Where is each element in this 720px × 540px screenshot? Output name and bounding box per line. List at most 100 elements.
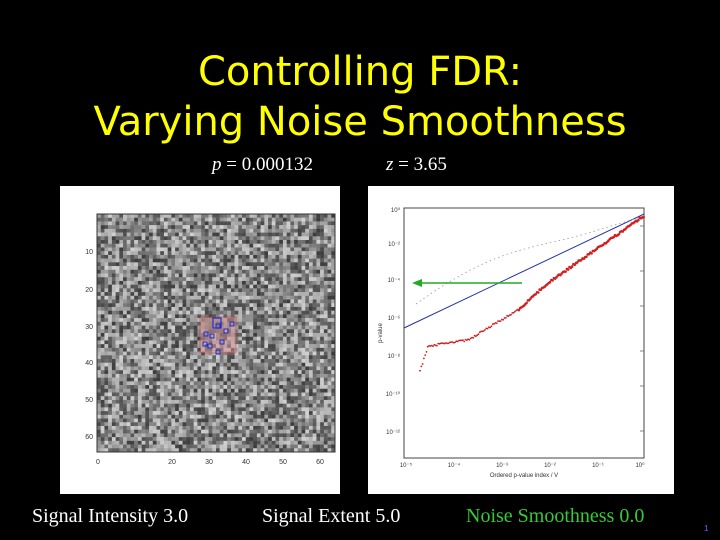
noise-pixel	[119, 329, 124, 334]
noise-pixel	[134, 340, 139, 345]
noise-pixel	[320, 448, 325, 453]
noise-pixel	[137, 396, 142, 401]
noise-pixel	[290, 214, 295, 218]
noise-pixel	[167, 299, 172, 304]
noise-pixel	[245, 407, 250, 412]
noise-pixel	[279, 299, 284, 304]
noise-pixel	[312, 277, 317, 282]
noise-pixel	[279, 351, 284, 356]
pvalue-point	[514, 310, 516, 313]
noise-pixel	[163, 377, 168, 382]
noise-pixel	[282, 318, 287, 323]
noise-pixel	[186, 440, 191, 445]
noise-pixel	[238, 437, 243, 442]
noise-pixel	[282, 403, 287, 408]
noise-pixel	[167, 377, 172, 382]
noise-pixel	[282, 284, 287, 289]
noise-pixel	[123, 266, 127, 270]
noise-pixel	[111, 425, 116, 430]
noise-pixel	[256, 329, 261, 334]
noise-pixel	[182, 284, 187, 289]
noise-pixel	[160, 266, 165, 270]
noise-pixel	[249, 314, 254, 319]
noise-pixel	[193, 228, 198, 233]
noise-pixel	[242, 359, 246, 363]
noise-pixel	[175, 258, 180, 263]
noise-pixel	[268, 333, 272, 337]
noise-pixel	[197, 377, 202, 382]
noise-pixel	[201, 314, 206, 319]
noise-pixel	[134, 288, 139, 293]
noise-pixel	[286, 381, 291, 386]
noise-pixel	[204, 292, 209, 297]
noise-pixel	[297, 370, 302, 375]
noise-pixel	[253, 381, 258, 386]
noise-pixel	[137, 411, 142, 416]
noise-pixel	[182, 306, 187, 311]
noise-pixel	[253, 251, 258, 256]
noise-pixel	[264, 280, 269, 285]
noise-pixel	[260, 295, 265, 300]
noise-pixel	[323, 403, 328, 408]
noise-pixel	[100, 310, 105, 315]
noise-pixel	[156, 429, 161, 434]
noise-pixel	[320, 240, 325, 244]
noise-pixel	[167, 381, 172, 386]
noise-pixel	[323, 280, 328, 285]
noise-pixel	[279, 232, 284, 237]
noise-pixel	[301, 351, 306, 356]
noise-pixel	[290, 314, 295, 319]
noise-pixel	[238, 303, 243, 308]
noise-pixel	[219, 258, 224, 263]
noise-pixel	[186, 336, 191, 341]
noise-pixel	[126, 340, 131, 345]
noise-pixel	[327, 228, 332, 233]
noise-pixel	[301, 251, 306, 256]
noise-pixel	[294, 306, 299, 311]
noise-pixel	[119, 385, 124, 389]
noise-pixel	[137, 336, 142, 341]
noise-pixel	[223, 266, 228, 270]
noise-pixel	[186, 310, 191, 315]
noise-pixel	[230, 362, 235, 367]
noise-pixel	[297, 399, 302, 404]
noise-pixel	[294, 440, 299, 445]
noise-pixel	[119, 366, 124, 371]
noise-pixel	[156, 407, 161, 412]
noise-pixel	[279, 414, 284, 419]
noise-pixel	[234, 433, 239, 438]
noise-pixel	[100, 251, 105, 256]
noise-pixel	[216, 288, 220, 293]
noise-pixel	[275, 399, 280, 404]
noise-pixel	[275, 217, 280, 222]
noise-pixel	[152, 214, 157, 218]
noise-pixel	[242, 295, 246, 300]
noise-pixel	[219, 448, 224, 453]
noise-pixel	[230, 429, 235, 434]
noise-pixel	[312, 340, 317, 345]
noise-pixel	[189, 448, 194, 453]
noise-pixel	[279, 370, 284, 375]
noise-pixel	[286, 403, 291, 408]
noise-pixel	[156, 266, 161, 270]
pvalue-point	[432, 345, 434, 348]
noise-pixel	[137, 359, 142, 363]
noise-pixel	[175, 411, 180, 416]
noise-pixel	[178, 403, 183, 408]
noise-pixel	[301, 266, 306, 270]
noise-pixel	[245, 214, 250, 218]
noise-pixel	[201, 407, 206, 412]
noise-pixel	[212, 373, 217, 378]
noise-pixel	[216, 362, 220, 367]
noise-pixel	[208, 440, 213, 445]
noise-pixel	[238, 396, 243, 401]
noise-pixel	[312, 437, 317, 442]
noise-pixel	[249, 299, 254, 304]
noise-pixel	[227, 366, 232, 371]
noise-pixel	[316, 407, 321, 412]
noise-pixel	[115, 373, 120, 378]
noise-pixel	[126, 310, 131, 315]
noise-pixel	[230, 403, 235, 408]
noise-pixel	[327, 217, 332, 222]
noise-pixel	[256, 340, 261, 345]
